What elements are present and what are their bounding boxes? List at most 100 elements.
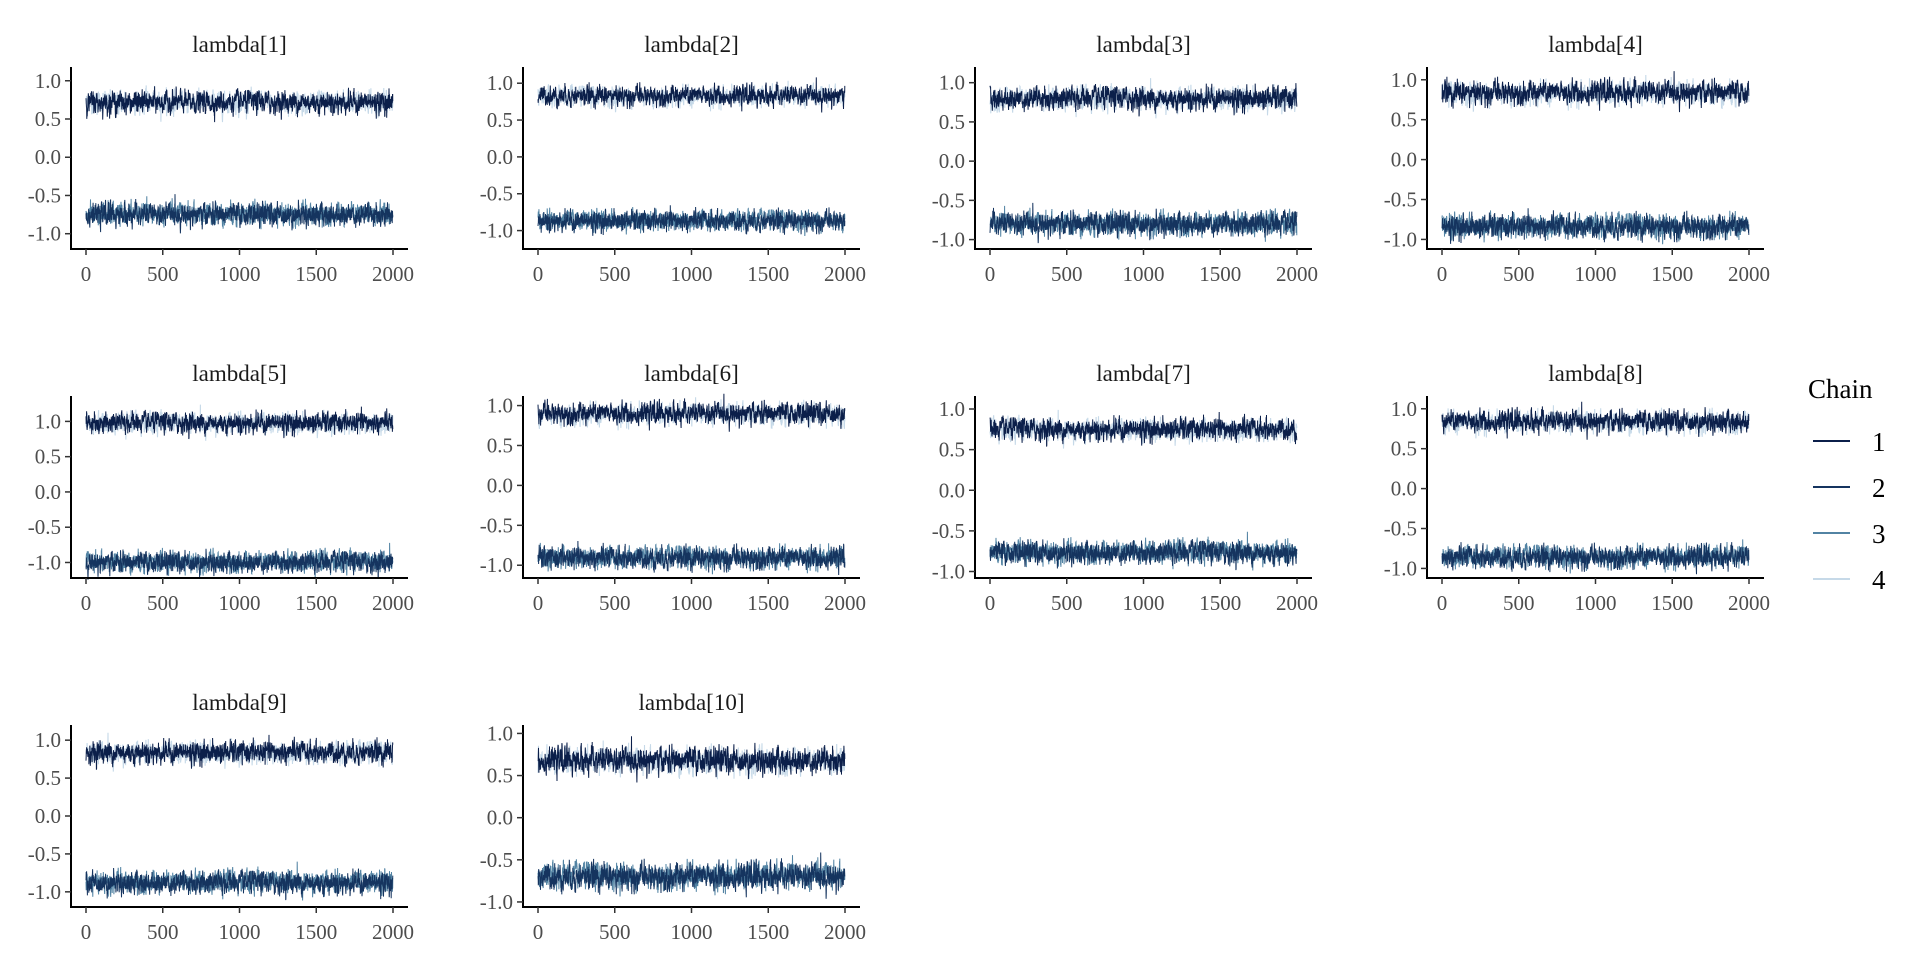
x-tick-label: 2000 xyxy=(1276,591,1318,615)
trace-chain-1 xyxy=(85,86,394,123)
x-tick-label: 2000 xyxy=(824,591,866,615)
panel-title: lambda[4] xyxy=(1548,32,1643,57)
x-tick-label: 0 xyxy=(533,591,544,615)
x-tick-label: 500 xyxy=(1503,262,1535,286)
trace-chain-1 xyxy=(989,411,1298,447)
trace-chain-2 xyxy=(537,852,846,899)
legend-item-chain-2: 2 xyxy=(1813,473,1886,503)
y-tick-label: 0.5 xyxy=(487,764,513,788)
y-tick-label: -0.5 xyxy=(28,515,61,539)
legend-item-chain-3: 3 xyxy=(1813,519,1886,549)
y-tick-label: -0.5 xyxy=(480,848,513,872)
y-tick-label: -1.0 xyxy=(932,560,965,584)
x-tick-label: 0 xyxy=(81,920,92,944)
legend-item-chain-1: 1 xyxy=(1813,427,1886,457)
y-tick-label: 0.5 xyxy=(487,108,513,132)
legend-label: 3 xyxy=(1872,519,1886,549)
x-tick-label: 2000 xyxy=(372,591,414,615)
x-tick-label: 1000 xyxy=(219,920,261,944)
x-tick-label: 0 xyxy=(985,262,996,286)
y-tick-label: 1.0 xyxy=(1391,68,1417,92)
x-tick-label: 2000 xyxy=(824,920,866,944)
trace-chain-2 xyxy=(1441,542,1750,575)
x-tick-label: 500 xyxy=(599,262,631,286)
y-tick-label: 0.0 xyxy=(1391,148,1417,172)
y-tick-label: -1.0 xyxy=(932,228,965,252)
y-tick-label: 0.5 xyxy=(487,433,513,457)
y-tick-label: -0.5 xyxy=(932,188,965,212)
x-tick-label: 1000 xyxy=(219,591,261,615)
panel-title: lambda[8] xyxy=(1548,361,1643,386)
panel-title: lambda[1] xyxy=(192,32,287,57)
y-tick-label: 0.0 xyxy=(1391,477,1417,501)
legend-label: 2 xyxy=(1872,473,1886,503)
y-tick-label: 0.0 xyxy=(487,473,513,497)
panel-title: lambda[3] xyxy=(1096,32,1191,57)
panel-5: lambda[5] -1.0 -0.5 0.0 0.5 1.0 0 500 1000 1500 20… xyxy=(28,361,414,615)
x-tick-label: 1500 xyxy=(747,262,789,286)
x-tick-label: 1000 xyxy=(219,262,261,286)
x-tick-label: 1500 xyxy=(295,591,337,615)
x-tick-label: 1500 xyxy=(747,920,789,944)
x-tick-label: 1500 xyxy=(295,920,337,944)
y-tick-label: 0.5 xyxy=(35,107,61,131)
x-tick-label: 1500 xyxy=(295,262,337,286)
y-tick-label: 0.5 xyxy=(939,110,965,134)
y-tick-label: -1.0 xyxy=(28,222,61,246)
x-tick-label: 500 xyxy=(1051,262,1083,286)
y-tick-label: 1.0 xyxy=(35,728,61,752)
y-tick-label: 1.0 xyxy=(939,71,965,95)
y-tick-label: 1.0 xyxy=(1391,397,1417,421)
y-tick-label: 1.0 xyxy=(35,409,61,433)
x-tick-label: 1000 xyxy=(671,920,713,944)
panels: lambda[1] -1.0 -0.5 0.0 0.5 1.0 0 500 1000 1500 20… xyxy=(28,32,1770,944)
trace-chain-1 xyxy=(85,406,394,440)
panel-4: lambda[4] -1.0 -0.5 0.0 0.5 1.0 0 500 1000 1500 20… xyxy=(1384,32,1770,286)
y-tick-label: 0.5 xyxy=(1391,108,1417,132)
panel-8: lambda[8] -1.0 -0.5 0.0 0.5 1.0 0 500 1000 1500 20… xyxy=(1384,361,1770,615)
y-tick-label: -0.5 xyxy=(480,513,513,537)
x-tick-label: 1000 xyxy=(1123,262,1165,286)
trace-chain-3 xyxy=(537,855,846,897)
y-tick-label: 0.0 xyxy=(939,149,965,173)
x-tick-label: 0 xyxy=(985,591,996,615)
y-tick-label: 1.0 xyxy=(35,69,61,93)
y-tick-label: 0.0 xyxy=(35,480,61,504)
y-tick-label: -0.5 xyxy=(480,182,513,206)
x-tick-label: 0 xyxy=(1437,591,1448,615)
x-tick-label: 1500 xyxy=(1651,262,1693,286)
x-tick-label: 1500 xyxy=(1199,262,1241,286)
trace-chain-1 xyxy=(537,393,846,432)
y-tick-label: -0.5 xyxy=(932,519,965,543)
legend-title: Chain xyxy=(1808,374,1873,404)
panel-title: lambda[7] xyxy=(1096,361,1191,386)
x-tick-label: 500 xyxy=(599,920,631,944)
y-tick-label: -1.0 xyxy=(28,880,61,904)
x-tick-label: 2000 xyxy=(372,262,414,286)
legend-label: 4 xyxy=(1872,565,1886,595)
trace-chain-1 xyxy=(1441,401,1750,440)
y-tick-label: -1.0 xyxy=(1384,556,1417,580)
x-tick-label: 2000 xyxy=(824,262,866,286)
panel-title: lambda[5] xyxy=(192,361,287,386)
x-tick-label: 0 xyxy=(81,591,92,615)
y-tick-label: 0.5 xyxy=(1391,437,1417,461)
y-tick-label: -0.5 xyxy=(1384,517,1417,541)
x-tick-label: 1000 xyxy=(671,591,713,615)
panel-title: lambda[9] xyxy=(192,690,287,715)
y-tick-label: -0.5 xyxy=(1384,188,1417,212)
y-tick-label: 0.5 xyxy=(35,766,61,790)
x-tick-label: 500 xyxy=(599,591,631,615)
x-tick-label: 0 xyxy=(1437,262,1448,286)
x-tick-label: 0 xyxy=(81,262,92,286)
trace-chain-1 xyxy=(537,77,846,113)
trace-chain-2 xyxy=(85,548,394,580)
y-tick-label: -1.0 xyxy=(480,553,513,577)
y-tick-label: -1.0 xyxy=(1384,227,1417,251)
trace-chain-2 xyxy=(537,540,846,576)
y-tick-label: -0.5 xyxy=(28,842,61,866)
trace-chain-2 xyxy=(989,538,1298,571)
panel-3: lambda[3] -1.0 -0.5 0.0 0.5 1.0 0 500 1000 1500 20… xyxy=(932,32,1318,286)
panel-title: lambda[6] xyxy=(644,361,739,386)
panel-9: lambda[9] -1.0 -0.5 0.0 0.5 1.0 0 500 1000 1500 20… xyxy=(28,690,414,944)
